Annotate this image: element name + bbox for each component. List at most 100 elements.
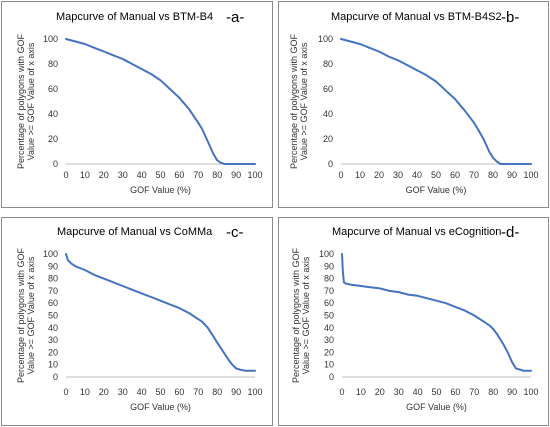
x-tick-label: 70 [469,170,479,180]
x-tick-label: 90 [231,170,241,180]
y-tick-label: 0 [53,159,58,169]
x-tick-label: 50 [431,170,441,180]
chart-svg: Mapcurve of Manual vs BTM-B4 -a- 0 20 40 60 80… [16,9,263,195]
x-tick-label: 50 [155,170,165,180]
x-tick-label: 60 [174,170,184,180]
y-tick-label: 50 [324,311,334,321]
x-tick-label: 100 [247,387,262,397]
series-line [341,253,532,372]
x-tick-label: 30 [394,387,404,397]
chart-title: Mapcurve of Manual vs CoMMa [57,226,213,238]
y-tick-label: 100 [43,34,58,44]
y-tick-label: 0 [328,159,333,169]
y-tick-label: 80 [324,274,334,284]
series-line [65,253,256,372]
x-tick-label: 50 [431,387,441,397]
x-tick-label: 50 [155,387,165,397]
x-tick-label: 100 [247,170,262,180]
x-tick-label: 80 [488,170,498,180]
y-axis-title: Percentage of polygons with GOF [16,33,26,169]
y-tick-label: 80 [48,274,58,284]
x-tick-label: 20 [99,387,109,397]
y-tick-label: 40 [323,109,333,119]
chart-panel-a: Mapcurve of Manual vs BTM-B4 -a- 0 20 40 60 80… [1,1,273,208]
x-tick-label: 10 [80,170,90,180]
x-tick-label: 80 [212,170,222,180]
x-tick-label: 30 [118,170,128,180]
chart-panel-b: Mapcurve of Manual vs BTM-B4S2 -b- 0 20 40 60… [278,1,549,208]
chart-svg: Mapcurve of Manual vs BTM-B4S2 -b- 0 20 40 60… [289,9,539,195]
y-tick-label: 30 [324,335,334,345]
x-tick-label: 10 [356,387,366,397]
y-tick-label: 70 [324,286,334,296]
y-tick-label: 0 [329,372,334,382]
x-tick-label: 100 [523,170,538,180]
chart-svg: Mapcurve of Manual vs CoMMa -c- 0 10 20 30 40 5… [16,224,263,412]
x-tick-label: 30 [393,170,403,180]
x-tick-label: 20 [375,387,385,397]
y-tick-label: 90 [48,261,58,271]
x-tick-label: 70 [469,387,479,397]
y-tick-label: 60 [48,298,58,308]
chart-title: Mapcurve of Manual vs eCognition [332,226,501,238]
x-tick-label: 10 [80,387,90,397]
x-axis-title: GOF Value (%) [130,402,191,412]
y-tick-label: 80 [48,59,58,69]
y-tick-label: 40 [48,109,58,119]
y-tick-label: 60 [48,84,58,94]
x-tick-label: 80 [212,387,222,397]
y-tick-label: 20 [324,347,334,357]
y-tick-label: 100 [319,249,334,259]
panel-label: -c- [226,224,244,241]
y-tick-label: 10 [48,360,58,370]
y-tick-label: 20 [48,134,58,144]
y-tick-label: 30 [48,335,58,345]
chart-title: Mapcurve of Manual vs BTM-B4S2 [331,11,502,23]
x-tick-label: 60 [450,170,460,180]
x-tick-label: 80 [488,387,498,397]
y-axis-title: Value >= GOF Value of x axis [299,42,309,160]
x-axis-title: GOF Value (%) [406,185,467,195]
y-tick-label: 100 [318,34,333,44]
chart-title: Mapcurve of Manual vs BTM-B4 [56,11,213,23]
y-axis-title: Value >= GOF Value of x axis [26,256,36,374]
y-tick-label: 20 [323,134,333,144]
x-tick-label: 60 [174,387,184,397]
chart-panel-c: Mapcurve of Manual vs CoMMa -c- 0 10 20 30 40 5… [1,217,273,426]
x-tick-label: 0 [63,170,68,180]
y-tick-label: 50 [48,311,58,321]
x-tick-label: 20 [374,170,384,180]
series-line [340,38,532,165]
y-tick-label: 60 [324,298,334,308]
x-axis-title: GOF Value (%) [130,185,191,195]
y-tick-label: 70 [48,286,58,296]
x-tick-label: 90 [507,387,517,397]
x-tick-label: 70 [193,170,203,180]
x-tick-label: 40 [137,170,147,180]
x-tick-label: 30 [118,387,128,397]
x-axis-title: GOF Value (%) [406,402,467,412]
y-tick-label: 0 [53,372,58,382]
x-tick-label: 70 [193,387,203,397]
x-tick-label: 90 [231,387,241,397]
x-tick-label: 90 [507,170,517,180]
x-tick-label: 10 [355,170,365,180]
y-tick-label: 40 [48,323,58,333]
x-tick-label: 100 [523,387,538,397]
x-tick-label: 40 [412,170,422,180]
series-line [65,38,256,165]
y-tick-label: 80 [323,59,333,69]
y-axis-title: Value >= GOF Value of x axis [26,42,36,160]
y-tick-label: 40 [324,323,334,333]
y-axis-title: Percentage of polygons with GOF [289,33,299,169]
x-tick-label: 40 [413,387,423,397]
y-axis-title: Percentage of polygons with GOF [16,247,26,383]
panel-label: -b- [501,9,519,26]
y-tick-label: 90 [324,261,334,271]
x-tick-label: 20 [99,170,109,180]
y-tick-label: 20 [48,347,58,357]
x-tick-label: 0 [339,387,344,397]
panel-label: -d- [501,224,519,241]
x-tick-label: 0 [338,170,343,180]
chart-panel-d: Mapcurve of Manual vs eCognition -d- 0 10 20… [278,217,549,426]
